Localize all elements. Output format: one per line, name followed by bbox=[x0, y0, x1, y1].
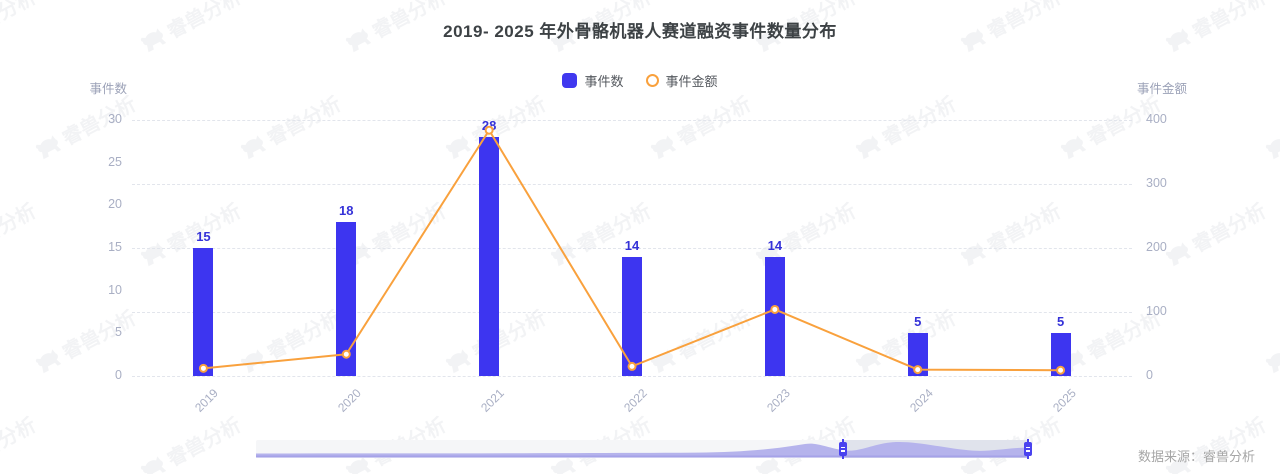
line-marker-2024[interactable] bbox=[913, 365, 923, 375]
right-axis-name: 事件金额 bbox=[1137, 82, 1188, 96]
left-axis-tick-label: 10 bbox=[108, 282, 122, 297]
legend-item-event-amount[interactable]: 事件金额 bbox=[645, 71, 718, 90]
bar-value-label: 14 bbox=[624, 237, 640, 253]
left-axis-name: 事件数 bbox=[89, 82, 127, 96]
watermark-text: 睿兽分析 bbox=[0, 414, 40, 472]
left-axis-tick-label: 20 bbox=[108, 197, 122, 212]
beast-logo-icon bbox=[35, 348, 61, 373]
plot-area: 15 18 28 14 14 5 5 bbox=[132, 118, 1132, 377]
bar-series-swatch-icon bbox=[562, 73, 578, 88]
datazoom-right-handle-grip-icon[interactable] bbox=[1024, 442, 1032, 456]
legend-label-event-count: 事件数 bbox=[584, 74, 624, 89]
bar-value-label: 18 bbox=[339, 203, 354, 219]
watermark: 睿兽分析 bbox=[0, 409, 40, 474]
left-axis-tick-label: 5 bbox=[115, 325, 122, 340]
bar-2023[interactable] bbox=[764, 256, 785, 376]
bar-2025[interactable] bbox=[1050, 333, 1071, 376]
amount-line-series bbox=[198, 125, 1066, 375]
bar-2022[interactable] bbox=[622, 256, 642, 376]
line-marker-2023[interactable] bbox=[770, 304, 780, 314]
legend-label-event-amount: 事件金额 bbox=[665, 74, 718, 89]
watermark: 睿兽分析 bbox=[30, 88, 141, 165]
beast-logo-icon bbox=[1265, 348, 1280, 373]
watermark: 睿兽分析 bbox=[0, 195, 40, 272]
left-axis-tick-label: 25 bbox=[108, 154, 122, 169]
datazoom-preview-path bbox=[256, 441, 1028, 457]
left-axis-tick-label: 30 bbox=[108, 112, 122, 126]
x-axis-label-2024: 2024 bbox=[906, 386, 936, 415]
bar-value-label: 5 bbox=[1056, 314, 1065, 330]
x-axis-label-2025: 2025 bbox=[1049, 386, 1079, 415]
line-series-swatch-icon bbox=[645, 74, 659, 87]
legend: 事件数 事件金额 bbox=[0, 71, 1280, 90]
amount-line bbox=[203, 129, 1061, 372]
line-marker-2022[interactable] bbox=[627, 361, 637, 371]
watermark: 睿兽分析 bbox=[1260, 88, 1280, 165]
right-axis-tick-label: 100 bbox=[1146, 304, 1167, 318]
bar-2020[interactable] bbox=[336, 222, 357, 376]
watermark: 睿兽分析 bbox=[1160, 195, 1271, 272]
x-axis-label-2019: 2019 bbox=[192, 386, 222, 415]
bar-value-label: 14 bbox=[767, 237, 783, 253]
gridline bbox=[132, 184, 1132, 185]
watermark-text: 睿兽分析 bbox=[1188, 200, 1270, 258]
data-source-caption: 数据来源：睿兽分析 bbox=[1137, 449, 1255, 464]
gridline bbox=[132, 120, 1132, 121]
watermark-text: 睿兽分析 bbox=[0, 200, 40, 258]
bar-value-label: 15 bbox=[196, 229, 211, 244]
right-axis-tick-label: 400 bbox=[1146, 112, 1167, 126]
chart-title: 2019- 2025 年外骨骼机器人赛道融资事件数量分布 bbox=[443, 22, 837, 41]
right-axis-tick-label: 300 bbox=[1146, 176, 1167, 190]
right-axis-tick-label: 0 bbox=[1146, 368, 1153, 382]
datazoom-left-handle-grip-icon[interactable] bbox=[838, 442, 847, 456]
gridline bbox=[132, 248, 1132, 249]
legend-item-event-count[interactable]: 事件数 bbox=[562, 71, 624, 90]
datazoom-slider[interactable] bbox=[256, 439, 1032, 459]
bar-2021[interactable] bbox=[479, 137, 500, 376]
right-axis-tick-label: 200 bbox=[1146, 240, 1167, 254]
beast-logo-icon bbox=[1265, 134, 1280, 159]
line-marker-2019[interactable] bbox=[198, 363, 208, 373]
bar-value-label: 5 bbox=[914, 314, 922, 330]
watermark: 睿兽分析 bbox=[1260, 302, 1280, 379]
left-axis-tick-label: 0 bbox=[115, 368, 122, 382]
beast-logo-icon bbox=[35, 134, 61, 159]
line-marker-2025[interactable] bbox=[1056, 365, 1066, 375]
bar-2024[interactable] bbox=[907, 333, 928, 376]
line-marker-2021[interactable] bbox=[484, 125, 494, 135]
gridline bbox=[132, 376, 1132, 377]
datazoom-preview-area bbox=[256, 441, 1028, 458]
x-axis-label-2023: 2023 bbox=[763, 386, 793, 415]
left-axis-tick-label: 15 bbox=[108, 240, 122, 254]
x-axis-label-2022: 2022 bbox=[621, 386, 650, 415]
beast-logo-icon bbox=[140, 455, 166, 474]
x-axis-label-2021: 2021 bbox=[478, 386, 508, 415]
x-axis-label-2020: 2020 bbox=[335, 386, 365, 415]
bar-2019[interactable] bbox=[193, 248, 214, 376]
line-marker-2020[interactable] bbox=[341, 349, 351, 359]
watermark-text: 睿兽分析 bbox=[163, 414, 245, 472]
